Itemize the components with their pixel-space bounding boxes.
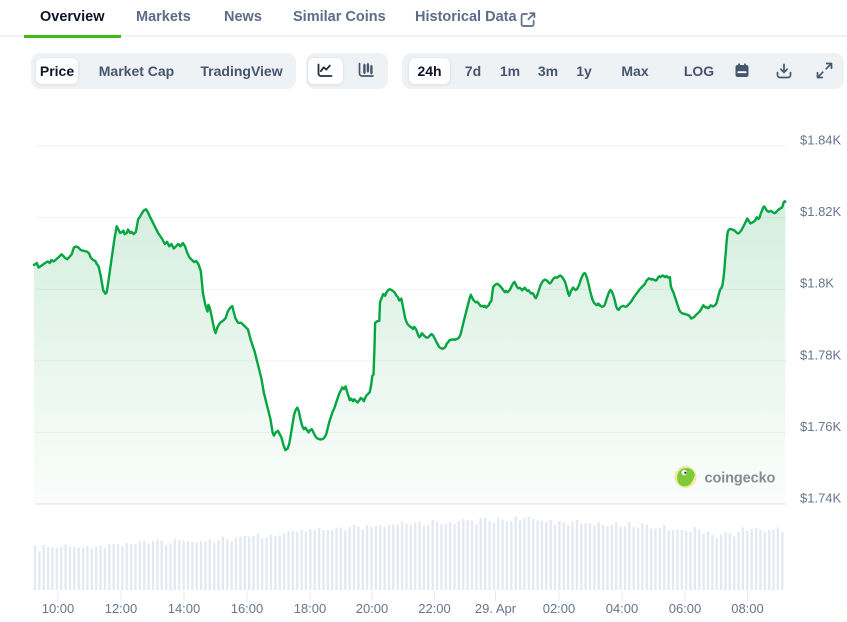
svg-text:$1.84K: $1.84K (800, 133, 842, 148)
svg-text:04:00: 04:00 (606, 601, 639, 616)
svg-text:16:00: 16:00 (231, 601, 264, 616)
svg-text:$1.78K: $1.78K (800, 347, 842, 362)
svg-text:22:00: 22:00 (418, 601, 451, 616)
svg-text:10:00: 10:00 (42, 601, 75, 616)
svg-text:02:00: 02:00 (543, 601, 576, 616)
svg-text:29. Apr: 29. Apr (475, 601, 517, 616)
svg-text:$1.8K: $1.8K (800, 276, 834, 291)
svg-text:$1.74K: $1.74K (800, 491, 842, 506)
svg-text:$1.76K: $1.76K (800, 419, 842, 434)
svg-text:coingecko: coingecko (705, 471, 776, 487)
svg-text:18:00: 18:00 (294, 601, 327, 616)
svg-text:08:00: 08:00 (731, 601, 764, 616)
svg-text:06:00: 06:00 (669, 601, 702, 616)
svg-text:12:00: 12:00 (105, 601, 138, 616)
svg-text:20:00: 20:00 (356, 601, 389, 616)
svg-text:14:00: 14:00 (168, 601, 201, 616)
svg-text:$1.82K: $1.82K (800, 204, 842, 219)
